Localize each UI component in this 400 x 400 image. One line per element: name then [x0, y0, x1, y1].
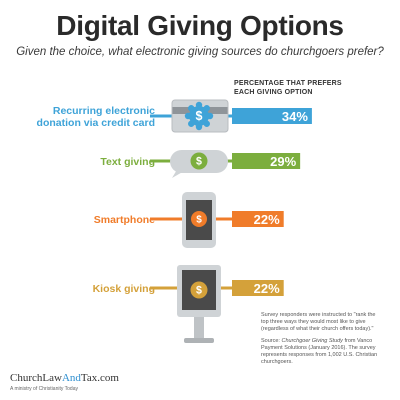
- page-subtitle: Given the choice, what electronic giving…: [16, 46, 384, 58]
- brand-and: And: [61, 372, 81, 384]
- source-note: Source: Churchgoer Giving Study from Van…: [261, 338, 381, 366]
- value-label: 22%: [254, 281, 280, 296]
- dollar-sign: $: [196, 156, 202, 168]
- speech-bubble-dollar-icon: $: [170, 150, 228, 178]
- chart-row: 29% Text giving $: [100, 150, 301, 178]
- category-label: Smartphone: [94, 214, 155, 226]
- category-label: Kiosk giving: [93, 283, 155, 295]
- source-rest: from Vanco Payment Solutions (January 20…: [261, 338, 378, 365]
- methodology-note: Survey responders were instructed to "ra…: [261, 312, 376, 332]
- kiosk-base: [184, 338, 214, 343]
- credit-card-gear-icon: $: [171, 99, 229, 133]
- category-label: donation via credit card: [37, 117, 155, 129]
- bar: [232, 280, 284, 296]
- bar: [232, 108, 312, 124]
- dollar-coin: [191, 211, 207, 227]
- page-title: Digital Giving Options: [56, 10, 344, 41]
- kiosk-stand: [194, 317, 204, 339]
- dollar-coin: [190, 152, 208, 170]
- chart-row: 22% Smartphone $: [94, 192, 284, 248]
- smartphone-dollar-icon: $: [182, 192, 216, 248]
- category-label: Recurring electronic: [53, 105, 155, 117]
- dollar-sign: $: [196, 214, 202, 225]
- card-border: [171, 99, 229, 133]
- dollar-coin: [190, 281, 208, 299]
- legend-label: PERCENTAGE THAT PREFERS EACH GIVING OPTI…: [234, 80, 342, 96]
- brand-church: Church: [10, 372, 43, 384]
- category-label: Text giving: [100, 156, 155, 168]
- brand-tax: Tax.com: [80, 372, 119, 384]
- value-label: 22%: [254, 212, 280, 227]
- source-prefix: Source:: [261, 338, 282, 344]
- dollar-sign: $: [196, 109, 203, 123]
- bubble-tail: [172, 168, 186, 178]
- brand-law: Law: [42, 372, 62, 384]
- value-label: 29%: [270, 154, 296, 169]
- dollar-sign: $: [196, 285, 202, 297]
- kiosk-dollar-icon: $: [177, 265, 221, 343]
- bar: [232, 153, 301, 169]
- chart-row: 22% Kiosk giving $: [93, 265, 284, 343]
- value-label: 34%: [282, 109, 308, 124]
- brand-tagline: A ministry of Christianity Today: [10, 386, 78, 392]
- source-title: Churchgoer Giving Study: [281, 338, 343, 344]
- dollar-coin: [189, 106, 209, 126]
- bar: [232, 211, 284, 227]
- brand-logo[interactable]: ChurchLawAndTax.com: [10, 372, 119, 384]
